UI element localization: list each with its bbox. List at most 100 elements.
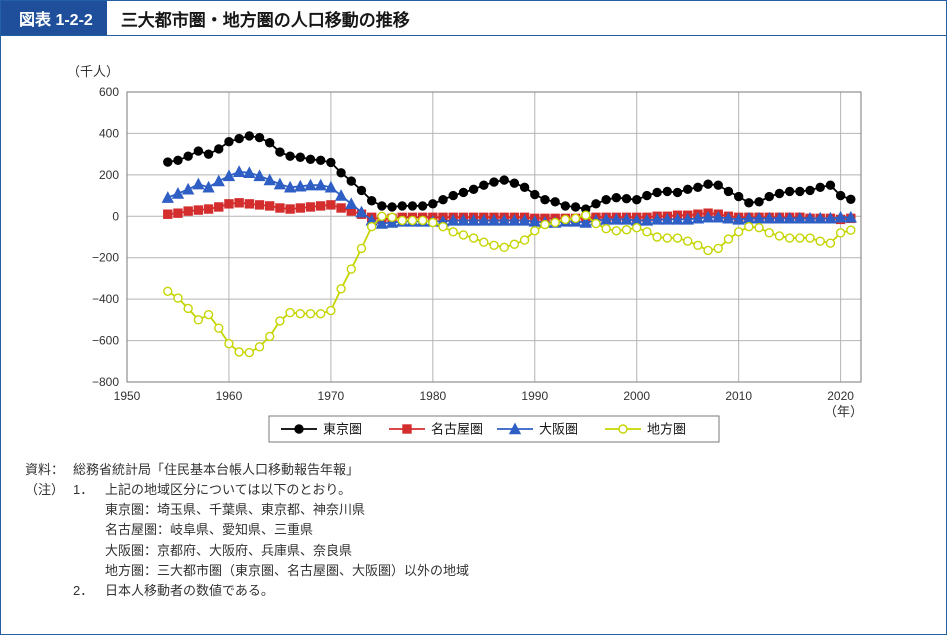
chart-marker: [714, 181, 722, 189]
chart-marker: [837, 229, 845, 237]
chart-marker: [164, 287, 172, 295]
chart-marker: [796, 187, 804, 195]
chart-marker: [531, 227, 539, 235]
chart-marker: [245, 349, 253, 357]
chart-marker: [775, 190, 783, 198]
chart-marker: [307, 310, 315, 318]
chart-marker: [368, 197, 376, 205]
chart-marker: [317, 202, 325, 210]
note1-line4-row: 大阪圏：京都府、大阪府、兵庫県、奈良県: [25, 541, 922, 561]
y-tick-label: 400: [99, 126, 119, 140]
chart-marker: [266, 139, 274, 147]
chart-marker: [275, 179, 285, 189]
y-tick-label: −600: [92, 334, 119, 348]
chart-marker: [826, 181, 834, 189]
chart-marker: [307, 155, 315, 163]
chart-marker: [256, 201, 264, 209]
x-tick-label: 2000: [623, 389, 650, 403]
chart-marker: [276, 317, 284, 325]
chart-marker: [419, 202, 427, 210]
source-line: 資料： 総務省統計局「住民基本台帳人口移動報告年報」: [25, 460, 922, 480]
chart-marker: [684, 185, 692, 193]
chart-marker: [510, 240, 518, 248]
chart-marker: [816, 183, 824, 191]
chart-marker: [174, 294, 182, 302]
chart-marker: [245, 200, 253, 208]
chart-marker: [623, 195, 631, 203]
chart-marker: [225, 340, 233, 348]
chart-marker: [724, 235, 732, 243]
chart-marker: [266, 202, 274, 210]
note1-line3: 名古屋圏：岐阜県、愛知県、三重県: [105, 520, 922, 540]
figure-panel: 図表 1-2-2 三大都市圏・地方圏の人口移動の推移 （千人）−800−600−…: [0, 0, 947, 635]
chart-marker: [724, 187, 732, 195]
chart-marker: [225, 200, 233, 208]
chart-marker: [786, 187, 794, 195]
chart-marker: [266, 332, 274, 340]
legend-label: 名古屋圏: [431, 422, 483, 437]
chart-marker: [480, 238, 488, 246]
chart-marker: [357, 244, 365, 252]
chart-marker: [510, 179, 518, 187]
chart-marker: [633, 196, 641, 204]
note-line-2: 2． 日本人移動者の数値である。: [25, 581, 922, 601]
chart-marker: [480, 181, 488, 189]
chart-marker: [295, 425, 303, 433]
chart-marker: [786, 234, 794, 242]
x-tick-label: 1970: [318, 389, 345, 403]
chart-marker: [572, 203, 580, 211]
chart-marker: [541, 196, 549, 204]
chart-marker: [470, 234, 478, 242]
y-tick-label: 200: [99, 168, 119, 182]
chart-marker: [163, 193, 173, 203]
chart-marker: [337, 285, 345, 293]
chart-marker: [205, 205, 213, 213]
chart-marker: [490, 178, 498, 186]
x-tick-label: 1950: [114, 389, 141, 403]
figure-title: 三大都市圏・地方圏の人口移動の推移: [107, 1, 410, 35]
chart-marker: [296, 153, 304, 161]
chart-marker: [265, 175, 275, 185]
note1-number: 1．: [73, 480, 105, 500]
chart-marker: [256, 343, 264, 351]
chart-marker: [612, 227, 620, 235]
note2-text: 日本人移動者の数値である。: [105, 581, 922, 601]
chart-marker: [633, 224, 641, 232]
chart-marker: [704, 246, 712, 254]
chart-marker: [194, 147, 202, 155]
chart-marker: [276, 204, 284, 212]
x-tick-label: 1960: [216, 389, 243, 403]
chart-marker: [184, 207, 192, 215]
y-tick-label: −200: [92, 251, 119, 265]
chart-marker: [572, 214, 580, 222]
chart-marker: [398, 202, 406, 210]
chart-marker: [663, 234, 671, 242]
chart-marker: [449, 192, 457, 200]
chart-marker: [694, 241, 702, 249]
y-tick-label: −800: [92, 375, 119, 389]
chart-marker: [765, 193, 773, 201]
title-bar: 図表 1-2-2 三大都市圏・地方圏の人口移動の推移: [1, 1, 946, 36]
note1-line5: 地方圏：三大都市圏（東京圏、名古屋圏、大阪圏）以外の地域: [105, 561, 922, 581]
chart-marker: [470, 185, 478, 193]
source-label: 資料：: [25, 460, 73, 480]
chart-marker: [378, 202, 386, 210]
chart-marker: [619, 425, 627, 433]
chart-marker: [164, 158, 172, 166]
chart-marker: [643, 228, 651, 236]
chart-marker: [674, 234, 682, 242]
chart-marker: [347, 265, 355, 273]
chart-marker: [215, 324, 223, 332]
chart-marker: [368, 223, 376, 231]
chart-marker: [826, 239, 834, 247]
chart-marker: [327, 158, 335, 166]
population-migration-line-chart: （千人）−800−600−400−20002004006001950196019…: [41, 52, 901, 452]
chart-marker: [193, 179, 203, 189]
chart-marker: [551, 198, 559, 206]
chart-marker: [215, 145, 223, 153]
chart-marker: [602, 196, 610, 204]
chart-marker: [531, 191, 539, 199]
chart-marker: [184, 304, 192, 312]
legend-label: 東京圏: [323, 422, 362, 437]
source-text: 総務省統計局「住民基本台帳人口移動報告年報」: [73, 460, 922, 480]
